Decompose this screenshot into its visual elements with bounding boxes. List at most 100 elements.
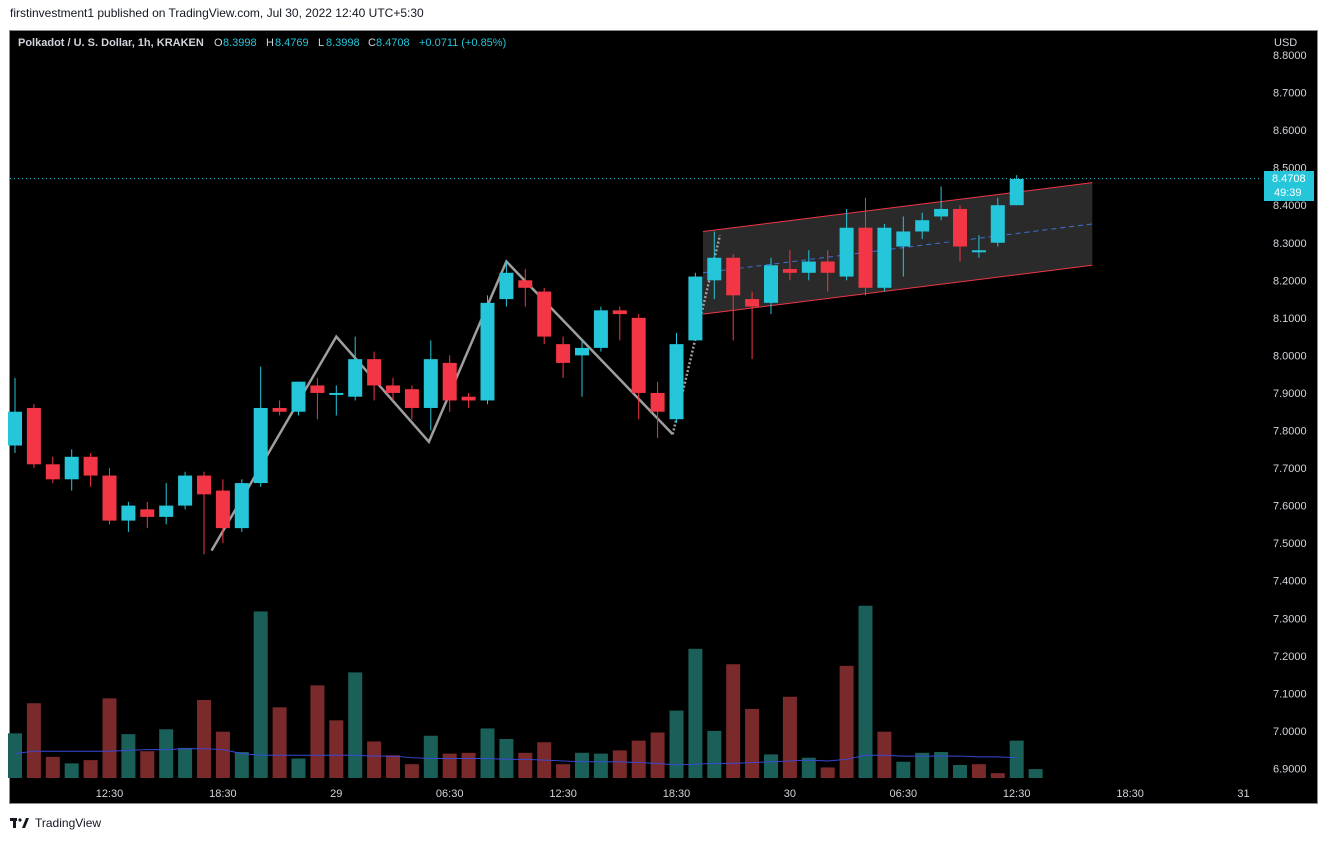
volume-bar [782, 696, 797, 778]
candle-body [253, 407, 268, 484]
volume-bar [272, 707, 287, 778]
volume-bar [310, 685, 325, 778]
candle-body [764, 265, 778, 303]
legend-change: +0.0711 (+0.85%) [419, 37, 506, 49]
time-tick-label: 06:30 [890, 788, 918, 800]
volume-bar [631, 740, 646, 778]
volume-bar [688, 648, 703, 778]
volume-layer [8, 605, 1043, 778]
volume-bar [64, 763, 79, 778]
price-tick-label: 8.6000 [1273, 125, 1307, 137]
volume-bar [499, 739, 514, 778]
volume-bar [1028, 769, 1043, 778]
volume-bar [707, 730, 722, 778]
candle-body [631, 317, 646, 393]
channel-mid-line [702, 223, 1093, 274]
volume-bar [858, 605, 873, 778]
time-tick-label: 18:30 [209, 788, 237, 800]
volume-bar [386, 755, 400, 778]
candle-body [234, 483, 249, 529]
last-price-label: 8.4708 [1272, 173, 1306, 185]
price-tick-label: 7.9000 [1273, 388, 1307, 400]
candle-body [537, 291, 552, 337]
candle-body [159, 505, 174, 517]
legend-c-label: C [368, 37, 376, 49]
price-tick-label: 8.1000 [1273, 313, 1307, 325]
volume-bar [915, 752, 930, 778]
candle-body [707, 257, 722, 281]
candle-body [499, 272, 514, 300]
candle-body [178, 475, 193, 506]
legend-o-value: 8.3998 [223, 37, 257, 49]
time-tick-label: 06:30 [436, 788, 464, 800]
volume-bar [8, 733, 22, 778]
time-tick-label: 30 [784, 788, 796, 800]
volume-bar [896, 761, 911, 778]
candle-body [782, 269, 797, 273]
volume-bar [253, 611, 268, 778]
candle-body [386, 385, 400, 393]
candle-body [953, 208, 967, 247]
candle-body [45, 464, 60, 480]
candle-body [442, 362, 457, 401]
volume-bar [197, 700, 211, 778]
volume-bar [971, 764, 986, 778]
price-tick-label: 6.9000 [1273, 763, 1307, 775]
price-tick-label: 7.3000 [1273, 613, 1307, 625]
volume-bar [102, 698, 117, 778]
time-tick-label: 12:30 [549, 788, 577, 800]
candle-body [915, 220, 930, 232]
time-tick-label: 31 [1237, 788, 1249, 800]
volume-bar [764, 754, 778, 778]
last-price-tag: 8.4708 49:39 [1264, 171, 1314, 201]
currency-label: USD [1274, 37, 1297, 49]
volume-bar [612, 750, 627, 778]
price-tick-label: 8.3000 [1273, 238, 1307, 250]
volume-bar [820, 767, 835, 778]
candle-body [291, 381, 306, 412]
candle-body [423, 359, 438, 408]
volume-bar [726, 664, 741, 778]
volume-bar [442, 753, 457, 778]
candle-body [575, 347, 589, 356]
candle-body [367, 359, 382, 386]
candle-body [404, 389, 419, 408]
volume-bar [423, 735, 438, 778]
candle-body [121, 505, 136, 521]
volume-bar [650, 732, 665, 778]
volume-bar [348, 672, 363, 778]
legend-symbol: Polkadot / U. S. Dollar, 1h, KRAKEN [18, 37, 204, 49]
candle-body [688, 276, 703, 341]
volume-bar [953, 765, 967, 778]
candle-body [820, 261, 835, 273]
tradingview-brand[interactable]: TradingView [10, 816, 101, 830]
channel-lower-line [702, 264, 1093, 315]
candle-body [745, 299, 760, 307]
candle-body [272, 407, 287, 412]
candle-body [8, 411, 22, 446]
volume-bar [801, 757, 816, 778]
volume-bar [329, 720, 344, 778]
legend-c-value: 8.4708 [376, 37, 410, 49]
time-tick-label: 18:30 [1116, 788, 1144, 800]
volume-bar [1009, 740, 1024, 778]
volume-bar [990, 773, 1005, 778]
volume-bar [234, 752, 249, 778]
candle-body [801, 261, 816, 273]
price-tick-label: 8.7000 [1273, 88, 1307, 100]
price-tick-label: 8.0000 [1273, 350, 1307, 362]
legend-l-value: 8.3998 [326, 37, 360, 49]
candle-body [64, 456, 79, 480]
volume-bar [461, 752, 476, 778]
candle-body [839, 227, 854, 277]
volume-bar [556, 764, 571, 778]
time-axis: 12:30 18:30 29 06:30 12:30 18:30 30 06:30 12:30 1… [96, 788, 1250, 800]
candle-body [877, 227, 892, 288]
volume-bar [83, 760, 98, 778]
candle-body [971, 250, 986, 253]
volume-bar [404, 764, 419, 778]
regression-channel [702, 182, 1093, 315]
last-price-tag-bg [1264, 171, 1314, 201]
chart-frame[interactable] [9, 30, 1318, 804]
